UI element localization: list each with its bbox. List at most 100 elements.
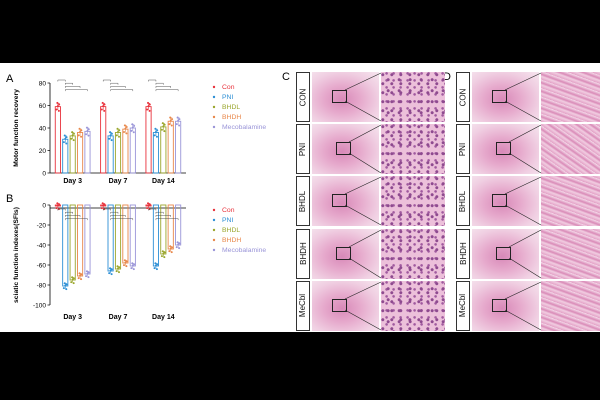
zoom-region-box — [336, 142, 351, 156]
data-point — [110, 268, 113, 271]
data-point — [171, 246, 174, 249]
category-label: Day 7 — [109, 314, 128, 321]
data-point — [169, 119, 172, 122]
data-point — [154, 131, 157, 134]
data-point — [125, 260, 128, 263]
zoom-region-box — [496, 246, 511, 260]
data-point — [178, 242, 181, 245]
data-point — [64, 137, 67, 140]
histology-group-label-text: BHDL — [458, 190, 468, 213]
data-point — [55, 207, 58, 210]
y-tick-label: -80 — [37, 282, 47, 289]
legend-marker — [212, 85, 216, 89]
data-point — [148, 103, 151, 106]
legend-label: BHDH — [222, 237, 241, 244]
histology-low-magnification — [312, 124, 379, 175]
data-point — [125, 265, 128, 268]
data-point — [71, 276, 74, 279]
data-point — [117, 267, 119, 270]
data-point — [85, 275, 88, 278]
legend-marker — [212, 115, 216, 119]
histology-group-label: BHDH — [456, 228, 470, 279]
panel-label-b: B — [6, 193, 14, 205]
data-point — [56, 204, 59, 207]
histology-row: PNI — [456, 124, 600, 175]
data-point — [103, 203, 106, 206]
data-point — [170, 124, 173, 127]
data-point — [58, 103, 61, 106]
histology-group-label: MeCbl — [296, 280, 310, 331]
data-point — [178, 118, 181, 121]
data-point — [132, 131, 135, 134]
histology-group-label: CON — [296, 72, 310, 122]
data-point — [168, 250, 171, 253]
y-tick-label: -100 — [33, 302, 46, 309]
zoom-region-box — [332, 194, 347, 208]
data-point — [71, 134, 74, 137]
data-point — [177, 243, 180, 246]
data-point — [70, 281, 73, 284]
data-point — [65, 142, 68, 145]
data-point — [109, 267, 112, 270]
bar — [69, 135, 76, 174]
histology-high-magnification — [541, 72, 600, 122]
data-point — [103, 109, 106, 112]
data-point — [156, 263, 159, 266]
legend-label: BHDL — [222, 104, 240, 111]
zoom-region-box — [332, 298, 347, 312]
bar — [122, 204, 129, 264]
bar — [84, 130, 91, 174]
category-label: Day 14 — [152, 178, 175, 185]
data-point — [130, 267, 133, 270]
data-point — [130, 129, 133, 132]
zoom-region-box — [492, 298, 507, 312]
data-point — [110, 139, 113, 142]
data-point — [62, 141, 65, 144]
histology-high-magnification — [381, 124, 445, 175]
data-point — [65, 136, 68, 139]
data-point — [56, 101, 59, 104]
data-point — [101, 202, 104, 205]
data-point — [148, 203, 151, 206]
histology-low-magnification — [472, 72, 539, 122]
histology-low-magnification — [472, 228, 539, 279]
legend-label: PNI — [222, 217, 233, 224]
chart-motor-function: 0 20 40 60 80 Motor function recovery Day 3 Day… — [13, 79, 266, 185]
data-point — [118, 129, 121, 132]
histology-low-magnification — [472, 280, 539, 331]
data-point — [87, 134, 90, 137]
legend-label: Con — [222, 84, 235, 91]
bar — [62, 138, 69, 174]
data-point — [131, 123, 134, 126]
data-point — [65, 288, 68, 291]
data-point — [56, 105, 59, 108]
data-point — [108, 272, 111, 275]
legend-marker — [212, 95, 216, 99]
data-point — [131, 262, 134, 265]
data-point — [110, 132, 113, 135]
histology-group-label-text: BHDH — [298, 242, 308, 265]
histology-group-label-text: BHDL — [298, 190, 308, 213]
data-point — [118, 266, 121, 269]
histology-group-label: MeCbl — [456, 280, 470, 331]
data-point — [72, 139, 75, 142]
bar — [107, 204, 114, 272]
histology-low-magnification — [312, 176, 379, 227]
histology-group-label-text: CON — [458, 88, 468, 106]
data-point — [85, 133, 88, 136]
histology-group-label: BHDH — [296, 228, 310, 279]
data-point — [156, 129, 159, 132]
data-point — [109, 131, 112, 134]
histology-row: CON — [296, 72, 446, 122]
data-point — [123, 259, 126, 262]
data-point — [162, 125, 165, 128]
data-point — [125, 125, 128, 128]
data-point — [123, 130, 125, 133]
data-point — [78, 272, 81, 275]
data-point — [115, 270, 118, 273]
data-point — [58, 203, 61, 206]
data-point — [64, 284, 67, 287]
histology-high-magnification — [381, 176, 445, 227]
data-point — [124, 127, 127, 130]
data-point — [100, 108, 103, 111]
